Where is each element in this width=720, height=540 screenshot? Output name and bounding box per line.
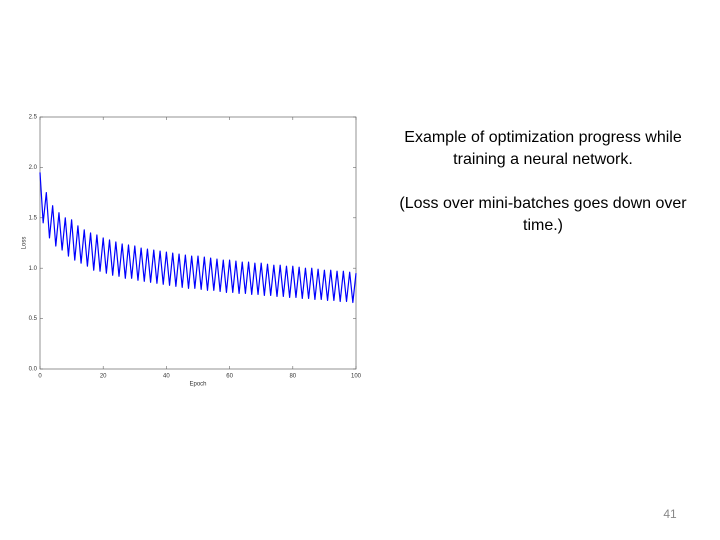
y-tick-label: 0.0	[29, 367, 38, 373]
y-tick-label: 2.0	[29, 165, 38, 171]
y-tick-label: 1.5	[29, 215, 38, 221]
page-number: 41	[663, 507, 677, 521]
y-tick-label: 0.5	[29, 316, 38, 322]
x-tick-label: 0	[38, 374, 42, 380]
x-axis-label: Epoch	[189, 382, 206, 388]
loss-line	[39, 172, 357, 304]
x-tick-label: 100	[351, 374, 362, 380]
chart: Epoch Loss 0.0 0.5 1.0 1.5 2.0 2.5 0 20 40 60 80 10…	[22, 115, 362, 388]
plot-frame	[39, 116, 357, 370]
y-tick-label: 2.5	[29, 115, 38, 121]
x-tick-label: 40	[163, 374, 170, 380]
x-tick-label: 60	[226, 374, 233, 380]
x-tick-label: 80	[289, 374, 296, 380]
note: (Loss over mini-batches goes down over t…	[399, 195, 687, 234]
y-axis-label: Loss	[22, 237, 28, 250]
x-tick-label: 20	[100, 374, 107, 380]
caption: Example of optimization progress while t…	[404, 129, 682, 168]
y-tick-label: 1.0	[29, 266, 38, 272]
